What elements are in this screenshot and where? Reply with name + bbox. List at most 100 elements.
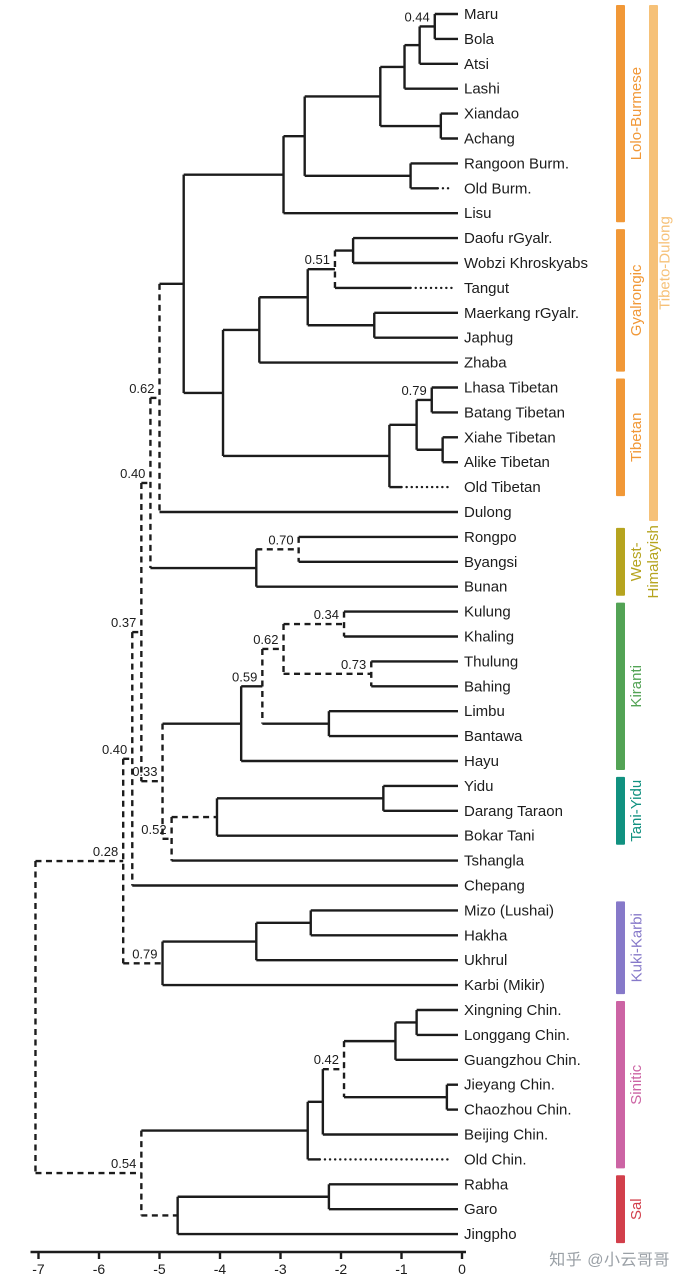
tip-label: Hayu bbox=[464, 753, 499, 770]
group-label-gyalrongic: Gyalrongic bbox=[628, 264, 645, 336]
tip-label: Old Chin. bbox=[464, 1151, 527, 1168]
support-label: 0.40 bbox=[120, 466, 145, 481]
tip-label: Japhug bbox=[464, 330, 513, 347]
tip-label: Mizo (Lushai) bbox=[464, 902, 554, 919]
axis-tick-label: -3 bbox=[274, 1261, 287, 1277]
tip-label: Jingpho bbox=[464, 1226, 517, 1243]
tip-label: Thulung bbox=[464, 653, 518, 670]
support-label: 0.62 bbox=[253, 632, 278, 647]
tip-label: Beijing Chin. bbox=[464, 1127, 548, 1144]
axis-tick-label: -5 bbox=[153, 1261, 166, 1277]
support-label: 0.33 bbox=[132, 764, 157, 779]
group-bar-tibetan bbox=[616, 378, 625, 497]
axis-tick-label: -6 bbox=[93, 1261, 106, 1277]
group-label-tani-yidu: Tani-Yidu bbox=[628, 780, 645, 842]
group-label-sinitic: Sinitic bbox=[628, 1064, 645, 1105]
support-label: 0.73 bbox=[341, 657, 366, 672]
tip-label: Lisu bbox=[464, 205, 492, 222]
tip-label: Garo bbox=[464, 1201, 497, 1218]
group-label-kiranti: Kiranti bbox=[628, 665, 645, 708]
tip-label: Bahing bbox=[464, 678, 511, 695]
group-label-tibetan: Tibetan bbox=[628, 413, 645, 462]
tip-label: Batang Tibetan bbox=[464, 404, 565, 421]
group-bar-tani-yidu bbox=[616, 776, 625, 845]
group-bar-lolo-burmese bbox=[616, 5, 625, 223]
tip-label: Atsi bbox=[464, 56, 489, 73]
tip-label: Darang Taraon bbox=[464, 803, 563, 820]
tip-label: Khaling bbox=[464, 629, 514, 646]
support-label: 0.70 bbox=[268, 532, 293, 547]
tip-label: Dulong bbox=[464, 504, 512, 521]
tip-label: Old Tibetan bbox=[464, 479, 541, 496]
tip-label: Jieyang Chin. bbox=[464, 1077, 555, 1094]
group-bar-sal bbox=[616, 1175, 625, 1244]
tip-label: Alike Tibetan bbox=[464, 454, 550, 471]
tip-label: Yidu bbox=[464, 778, 493, 795]
group-label-west-himalayish: Himalayish bbox=[645, 525, 662, 598]
group-label-west-himalayish: West- bbox=[628, 542, 645, 581]
axis-tick-label: -7 bbox=[32, 1261, 45, 1277]
tip-label: Limbu bbox=[464, 703, 505, 720]
tip-label: Bantawa bbox=[464, 728, 523, 745]
tip-label: Wobzi Khroskyabs bbox=[464, 255, 588, 272]
group-bar-tibeto-dulong bbox=[649, 5, 658, 521]
tip-label: Achang bbox=[464, 131, 515, 148]
tip-label: Bola bbox=[464, 31, 495, 48]
support-label: 0.51 bbox=[305, 252, 330, 267]
tip-label: Rangoon Burm. bbox=[464, 155, 569, 172]
tip-label: Old Burm. bbox=[464, 180, 532, 197]
tip-label: Zhaba bbox=[464, 355, 507, 372]
group-label-lolo-burmese: Lolo-Burmese bbox=[628, 67, 645, 160]
tip-label: Longgang Chin. bbox=[464, 1027, 570, 1044]
group-label-tibeto-dulong: Tibeto-Dulong bbox=[656, 216, 673, 310]
group-label-kuki-karbi: Kuki-Karbi bbox=[628, 913, 645, 982]
tip-label: Byangsi bbox=[464, 554, 517, 571]
support-label: 0.40 bbox=[102, 742, 127, 757]
support-label: 0.37 bbox=[111, 615, 136, 630]
tip-label: Lhasa Tibetan bbox=[464, 380, 558, 397]
tip-label: Ukhrul bbox=[464, 952, 507, 969]
axis-tick-label: -4 bbox=[214, 1261, 227, 1277]
support-label: 0.42 bbox=[314, 1052, 339, 1067]
tip-label: Hakha bbox=[464, 927, 508, 944]
tip-label: Daofu rGyalr. bbox=[464, 230, 552, 247]
axis-tick-label: -1 bbox=[395, 1261, 408, 1277]
support-label: 0.79 bbox=[401, 383, 426, 398]
tip-label: Tangut bbox=[464, 280, 510, 297]
support-label: 0.62 bbox=[129, 381, 154, 396]
group-bar-gyalrongic bbox=[616, 229, 625, 372]
axis-tick-label: -2 bbox=[335, 1261, 348, 1277]
tip-label: Lashi bbox=[464, 81, 500, 98]
group-bar-kiranti bbox=[616, 602, 625, 770]
tip-label: Bokar Tani bbox=[464, 828, 535, 845]
tip-label: Karbi (Mikir) bbox=[464, 977, 545, 994]
axis-tick-label: 0 bbox=[458, 1261, 466, 1277]
support-label: 0.54 bbox=[111, 1156, 136, 1171]
tip-label: Xiahe Tibetan bbox=[464, 429, 556, 446]
tip-label: Guangzhou Chin. bbox=[464, 1052, 581, 1069]
tip-label: Rabha bbox=[464, 1176, 509, 1193]
tip-label: Rongpo bbox=[464, 529, 517, 546]
support-label: 0.52 bbox=[141, 822, 166, 837]
support-label: 0.34 bbox=[314, 607, 339, 622]
watermark: 知乎 @小云哥哥 bbox=[549, 1252, 670, 1269]
group-label-sal: Sal bbox=[628, 1198, 645, 1220]
tip-label: Xingning Chin. bbox=[464, 1002, 562, 1019]
tip-label: Bunan bbox=[464, 579, 507, 596]
support-label: 0.44 bbox=[404, 9, 429, 24]
support-label: 0.28 bbox=[93, 844, 118, 859]
tip-label: Tshangla bbox=[464, 853, 525, 870]
group-bar-kuki-karbi bbox=[616, 901, 625, 995]
tip-label: Xiandao bbox=[464, 106, 519, 123]
support-label: 0.59 bbox=[232, 669, 257, 684]
tip-label: Chepang bbox=[464, 878, 525, 895]
tip-label: Maru bbox=[464, 6, 498, 23]
support-label: 0.79 bbox=[132, 946, 157, 961]
tip-label: Chaozhou Chin. bbox=[464, 1102, 572, 1119]
tip-label: Maerkang rGyalr. bbox=[464, 305, 579, 322]
group-bar-sinitic bbox=[616, 1001, 625, 1169]
tip-label: Kulung bbox=[464, 604, 511, 621]
group-bar-west-himalayish bbox=[616, 527, 625, 596]
